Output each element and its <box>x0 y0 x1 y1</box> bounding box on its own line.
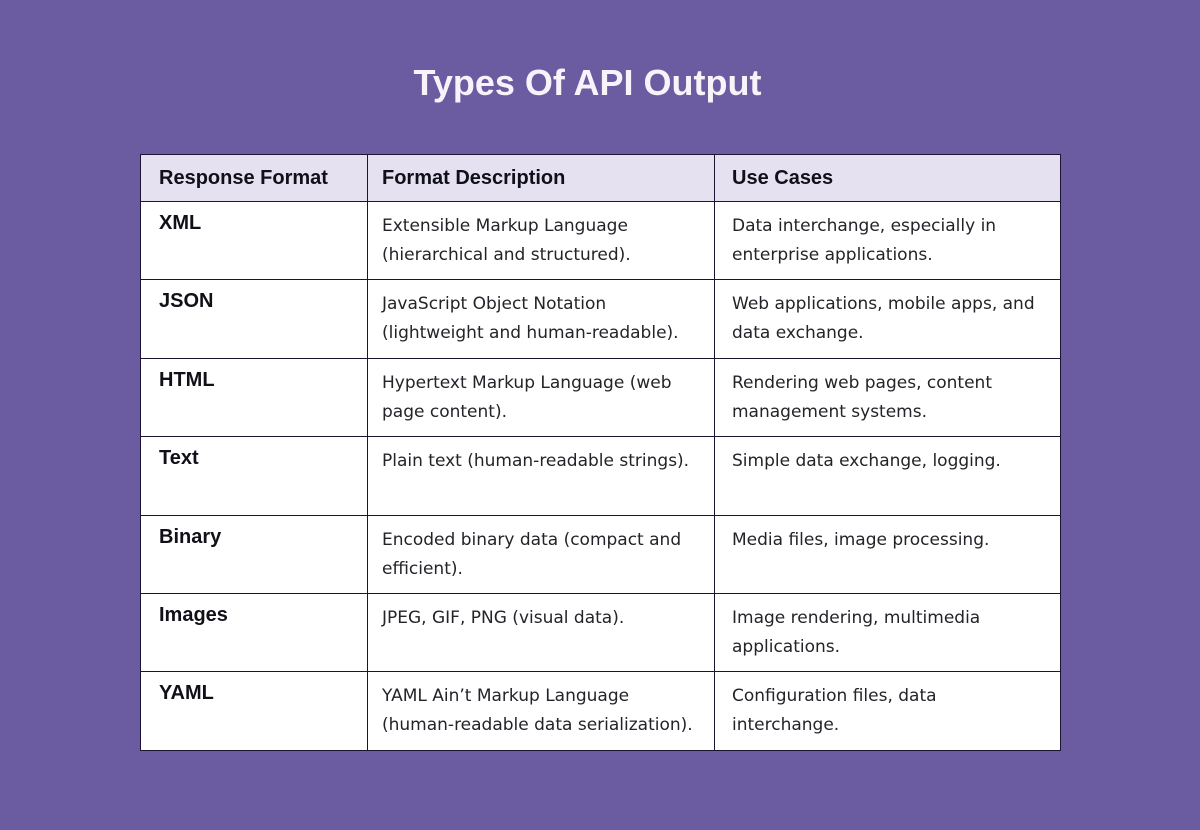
table-row: XML Extensible Markup Language (hierarch… <box>140 200 1061 281</box>
format-name: YAML <box>140 671 368 751</box>
page-title: Types Of API Output <box>413 62 762 103</box>
table-row: Binary Encoded binary data (compact and … <box>140 514 1061 594</box>
format-name: JSON <box>140 279 368 359</box>
format-name: HTML <box>140 357 368 438</box>
column-header-use-cases: Use Cases <box>714 154 1061 202</box>
use-cases: Image rendering, multimedia applications… <box>714 592 1061 673</box>
use-cases: Rendering web pages, content management … <box>714 357 1061 438</box>
format-description: Extensible Markup Language (hierarchical… <box>367 200 715 281</box>
use-cases: Web applications, mobile apps, and data … <box>714 279 1061 359</box>
column-header-format-description: Format Description <box>367 154 715 202</box>
format-description: JPEG, GIF, PNG (visual data). <box>367 592 715 673</box>
format-description: JavaScript Object Notation (lightweight … <box>367 279 715 359</box>
format-description: Plain text (human-readable strings). <box>367 436 715 516</box>
header-row: Response Format Format Description Use C… <box>140 154 1061 202</box>
table-row: Images JPEG, GIF, PNG (visual data). Ima… <box>140 592 1061 673</box>
table-row: Text Plain text (human-readable strings)… <box>140 436 1061 516</box>
format-name: Images <box>140 592 368 673</box>
table-row: JSON JavaScript Object Notation (lightwe… <box>140 279 1061 359</box>
use-cases: Data interchange, especially in enterpri… <box>714 200 1061 281</box>
format-name: Binary <box>140 514 368 594</box>
table-row: YAML YAML Ain’t Markup Language (human-r… <box>140 671 1061 751</box>
format-description: YAML Ain’t Markup Language (human-readab… <box>367 671 715 751</box>
table-row: HTML Hypertext Markup Language (web page… <box>140 357 1061 438</box>
column-header-response-format: Response Format <box>140 154 368 202</box>
format-name: XML <box>140 200 368 281</box>
api-output-table: Response Format Format Description Use C… <box>140 154 1061 751</box>
use-cases: Media files, image processing. <box>714 514 1061 594</box>
format-description: Hypertext Markup Language (web page cont… <box>367 357 715 438</box>
use-cases: Simple data exchange, logging. <box>714 436 1061 516</box>
use-cases: Configuration files, data interchange. <box>714 671 1061 751</box>
format-description: Encoded binary data (compact and efficie… <box>367 514 715 594</box>
format-name: Text <box>140 436 368 516</box>
